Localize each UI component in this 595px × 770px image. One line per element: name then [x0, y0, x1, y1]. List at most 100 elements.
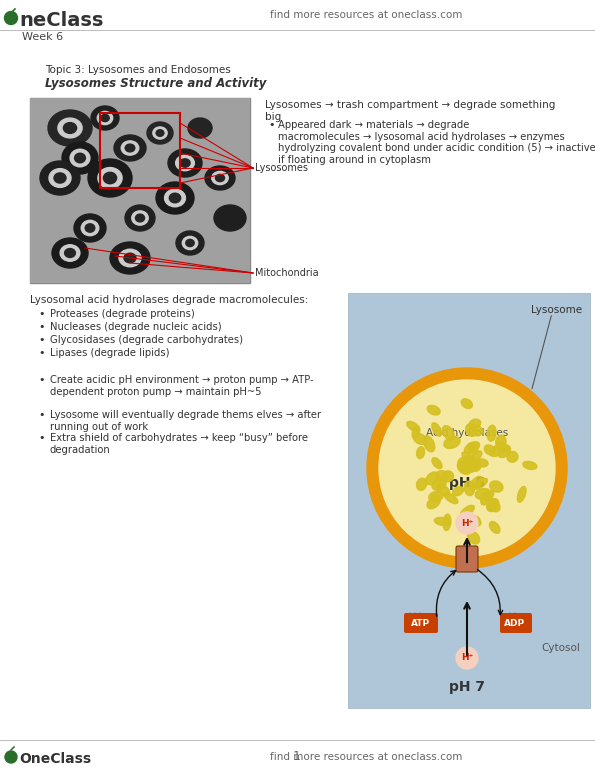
- Text: pH 5: pH 5: [449, 476, 485, 490]
- Ellipse shape: [470, 425, 483, 436]
- Ellipse shape: [131, 211, 148, 225]
- FancyArrowPatch shape: [436, 571, 456, 616]
- Ellipse shape: [444, 493, 458, 504]
- Circle shape: [412, 614, 418, 621]
- Ellipse shape: [214, 205, 246, 231]
- Text: Mitochondria: Mitochondria: [255, 268, 319, 278]
- Ellipse shape: [215, 174, 224, 182]
- Ellipse shape: [52, 238, 88, 268]
- Ellipse shape: [182, 236, 198, 249]
- Ellipse shape: [467, 519, 481, 527]
- Ellipse shape: [416, 478, 427, 490]
- Ellipse shape: [136, 214, 145, 222]
- Ellipse shape: [58, 118, 82, 138]
- Ellipse shape: [188, 118, 212, 138]
- Ellipse shape: [88, 159, 132, 197]
- Ellipse shape: [496, 435, 506, 448]
- Ellipse shape: [170, 193, 181, 203]
- Ellipse shape: [481, 492, 490, 505]
- Ellipse shape: [496, 442, 509, 452]
- Text: Lysosome will eventually degrade thems elves → after
running out of work: Lysosome will eventually degrade thems e…: [50, 410, 321, 432]
- Ellipse shape: [101, 115, 109, 122]
- Text: Acid hydrolases: Acid hydrolases: [426, 428, 508, 438]
- FancyArrowPatch shape: [477, 570, 503, 614]
- Ellipse shape: [48, 110, 92, 146]
- Ellipse shape: [65, 249, 76, 257]
- Ellipse shape: [432, 457, 442, 469]
- Ellipse shape: [427, 405, 440, 415]
- Ellipse shape: [49, 169, 71, 187]
- Ellipse shape: [60, 245, 80, 261]
- Ellipse shape: [461, 399, 472, 409]
- Ellipse shape: [168, 149, 202, 177]
- Ellipse shape: [104, 172, 117, 184]
- FancyBboxPatch shape: [30, 98, 250, 283]
- Ellipse shape: [464, 442, 480, 454]
- Ellipse shape: [124, 253, 136, 263]
- Ellipse shape: [212, 172, 228, 185]
- Ellipse shape: [74, 153, 86, 162]
- Ellipse shape: [443, 514, 451, 531]
- Ellipse shape: [416, 447, 424, 459]
- Ellipse shape: [458, 463, 471, 474]
- Ellipse shape: [507, 451, 518, 462]
- Text: •: •: [38, 335, 45, 345]
- Ellipse shape: [429, 491, 443, 501]
- Circle shape: [5, 12, 17, 25]
- Text: find more resources at oneclass.com: find more resources at oneclass.com: [270, 10, 462, 20]
- Ellipse shape: [490, 481, 503, 492]
- Text: •: •: [268, 120, 274, 130]
- Ellipse shape: [469, 460, 481, 471]
- Ellipse shape: [119, 249, 141, 266]
- Text: Appeared dark → materials → degrade
macromolecules → lysosomal acid hydrolases →: Appeared dark → materials → degrade macr…: [278, 120, 595, 165]
- Ellipse shape: [176, 231, 204, 255]
- Ellipse shape: [487, 500, 500, 512]
- Ellipse shape: [424, 436, 435, 452]
- Ellipse shape: [458, 457, 471, 466]
- Ellipse shape: [462, 464, 474, 473]
- Text: Lysosomal acid hydrolases degrade macromolecules:: Lysosomal acid hydrolases degrade macrom…: [30, 295, 308, 305]
- Text: Week 6: Week 6: [22, 32, 63, 42]
- Circle shape: [5, 751, 17, 763]
- Ellipse shape: [205, 166, 235, 190]
- Text: OneClass: OneClass: [19, 752, 91, 766]
- Ellipse shape: [98, 112, 112, 125]
- Text: Extra shield of carbohydrates → keep “busy” before
degradation: Extra shield of carbohydrates → keep “bu…: [50, 433, 308, 454]
- FancyBboxPatch shape: [348, 293, 590, 708]
- Ellipse shape: [471, 451, 482, 462]
- Ellipse shape: [487, 498, 499, 511]
- Ellipse shape: [469, 477, 483, 490]
- Ellipse shape: [442, 471, 453, 482]
- Ellipse shape: [458, 461, 469, 473]
- FancyBboxPatch shape: [500, 613, 532, 633]
- Ellipse shape: [407, 421, 419, 431]
- Ellipse shape: [125, 205, 155, 231]
- Ellipse shape: [414, 434, 427, 444]
- Ellipse shape: [81, 220, 99, 236]
- FancyBboxPatch shape: [404, 613, 438, 633]
- Ellipse shape: [426, 472, 439, 485]
- Text: •: •: [38, 410, 45, 420]
- Text: Nucleases (degrade nucleic acids): Nucleases (degrade nucleic acids): [50, 322, 221, 332]
- Ellipse shape: [490, 521, 500, 534]
- Text: pH 7: pH 7: [449, 680, 485, 694]
- Ellipse shape: [466, 424, 477, 437]
- Text: Lipases (degrade lipids): Lipases (degrade lipids): [50, 348, 170, 358]
- Ellipse shape: [436, 470, 448, 481]
- Circle shape: [456, 512, 478, 534]
- Ellipse shape: [468, 531, 480, 544]
- Text: 1: 1: [293, 750, 301, 763]
- Text: Proteases (degrade proteins): Proteases (degrade proteins): [50, 309, 195, 319]
- Ellipse shape: [176, 156, 195, 171]
- Ellipse shape: [464, 481, 475, 496]
- Ellipse shape: [523, 461, 537, 470]
- Text: Lysosomes → trash compartment → degrade something
big: Lysosomes → trash compartment → degrade …: [265, 100, 555, 122]
- Ellipse shape: [437, 484, 450, 496]
- Ellipse shape: [427, 497, 440, 509]
- Ellipse shape: [156, 129, 164, 136]
- Ellipse shape: [40, 161, 80, 195]
- Ellipse shape: [180, 159, 190, 167]
- Ellipse shape: [121, 141, 139, 155]
- Text: Lysosome: Lysosome: [531, 305, 582, 315]
- Circle shape: [512, 614, 518, 621]
